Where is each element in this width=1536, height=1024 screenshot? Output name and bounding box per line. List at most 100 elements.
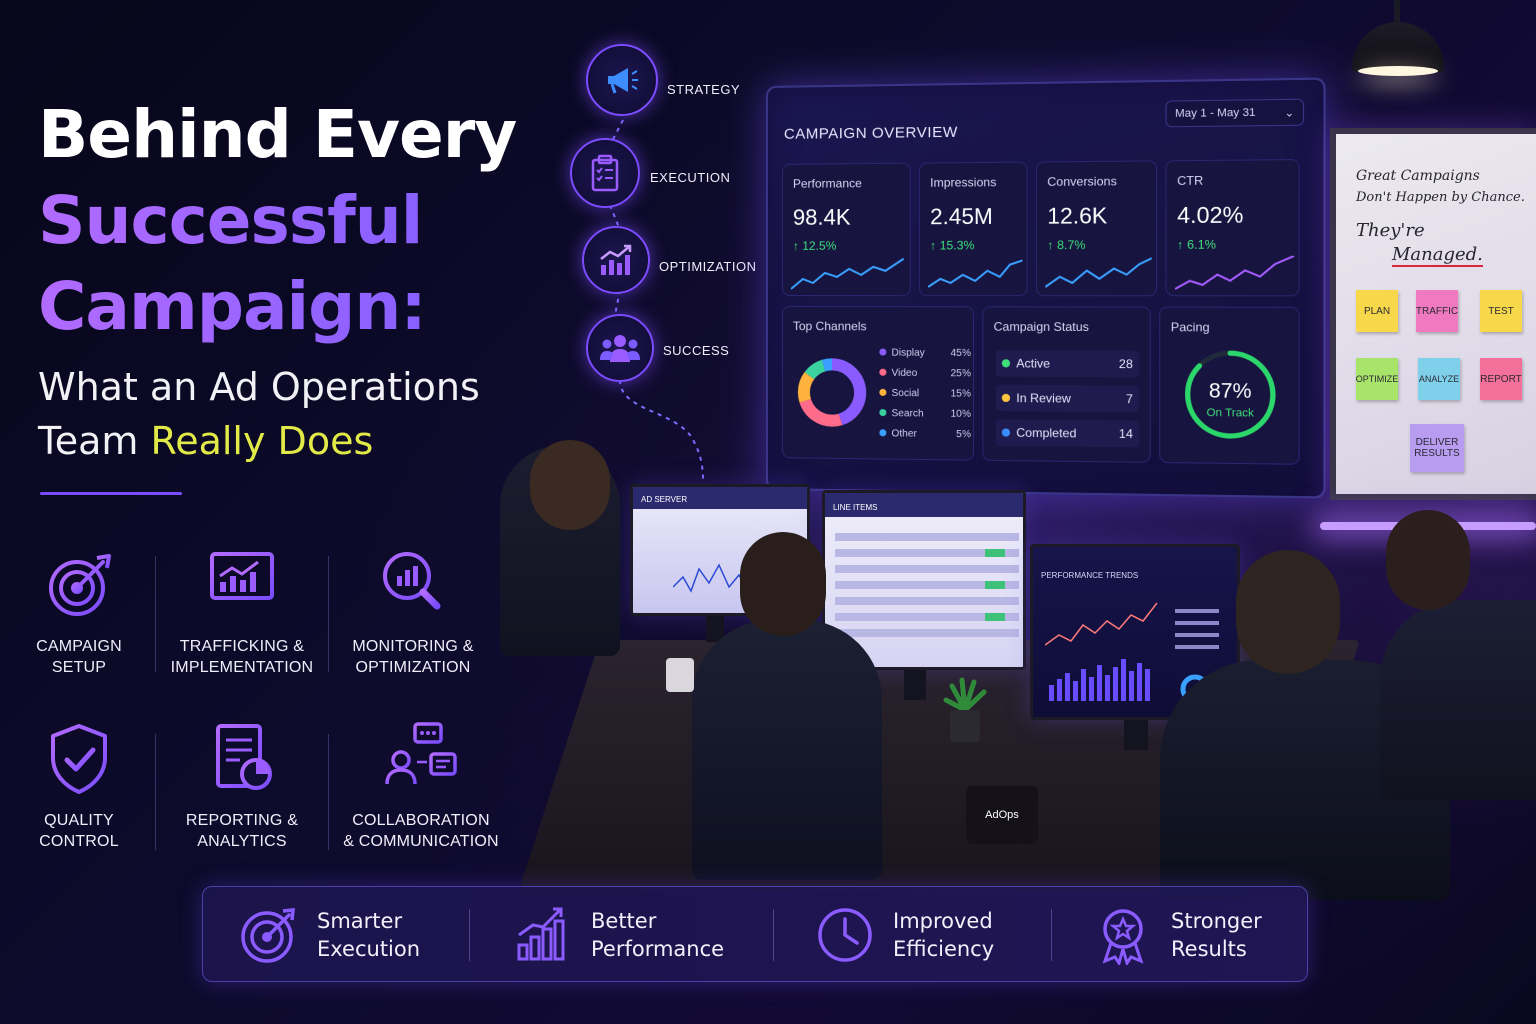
- magnifier-chart-icon: [373, 546, 453, 626]
- board-line-3: They're: [1356, 220, 1425, 241]
- sticky-note: PLAN: [1356, 290, 1398, 332]
- report-icon: [202, 720, 282, 800]
- headline: Behind Every Successful Campaign: What a…: [38, 92, 558, 468]
- role-monitoring: MONITORING & OPTIMIZATION: [328, 546, 498, 678]
- person-head: [1386, 510, 1470, 610]
- benefit-text: Better Performance: [591, 907, 724, 963]
- headline-line-1: Behind Every: [38, 92, 558, 178]
- sparkline: [1045, 256, 1152, 293]
- role-label: CAMPAIGN SETUP: [0, 636, 164, 678]
- benefit-improved-efficiency: Improved Efficiency: [815, 887, 994, 983]
- sticky-note: REPORT: [1480, 358, 1522, 400]
- megaphone-icon: [602, 60, 642, 100]
- role-separator: [328, 734, 329, 850]
- top-channels-card: Top Channels Display 45% Video 25% Social 1…: [782, 306, 974, 461]
- monitor-stand: [1124, 720, 1148, 750]
- legend-dot: [879, 389, 886, 396]
- timeline-node-execution: [570, 138, 640, 208]
- subheadline-line-2: Team Really Does: [38, 414, 558, 468]
- role-label: COLLABORATION & COMMUNICATION: [336, 810, 506, 852]
- target-icon: [239, 905, 299, 965]
- board-line-1: Great Campaigns: [1356, 168, 1480, 184]
- legend-dot: [879, 429, 886, 436]
- team-chat-icon: [381, 720, 461, 800]
- clipboard-icon: [587, 154, 623, 192]
- kpi-card-performance: Performance 98.4K ↑ 12.5%: [782, 163, 911, 296]
- coffee-cup: [666, 658, 694, 692]
- status-row-in-review: In Review 7: [996, 385, 1140, 413]
- monitor-stand: [904, 670, 926, 700]
- headline-line-3: Campaign:: [38, 264, 558, 350]
- bar-growth-icon: [513, 905, 573, 965]
- channel-row: Display 45%: [879, 348, 971, 360]
- ceiling-lamp: [1352, 0, 1444, 80]
- campaign-overview-dashboard: CAMPAIGN OVERVIEW May 1 - May 31 ⌄ Perfor…: [766, 78, 1326, 499]
- person-silhouette: [1380, 600, 1536, 800]
- benefits-bar: Smarter Execution Better Performance Impro…: [202, 886, 1308, 982]
- subheadline-line-1: What an Ad Operations: [38, 360, 558, 414]
- timeline-label: SUCCESS: [663, 343, 729, 358]
- role-label: QUALITY CONTROL: [0, 810, 164, 852]
- role-separator: [155, 556, 156, 672]
- subheadline: What an Ad Operations Team Really Does: [38, 360, 558, 468]
- headline-divider: [40, 492, 182, 495]
- sticky-note: TRAFFIC: [1416, 290, 1458, 332]
- benefit-smarter-execution: Smarter Execution: [239, 887, 420, 983]
- timeline-node-success: [586, 314, 654, 382]
- sticky-note: ANALYZE: [1418, 358, 1460, 400]
- role-trafficking: TRAFFICKING & IMPLEMENTATION: [157, 546, 327, 678]
- dashboard-title: CAMPAIGN OVERVIEW: [784, 124, 958, 143]
- desk-plant: [942, 676, 988, 742]
- benefit-stronger-results: Stronger Results: [1093, 887, 1262, 983]
- benefit-text: Stronger Results: [1171, 907, 1262, 963]
- screen-title: PERFORMANCE TRENDS: [1041, 571, 1138, 580]
- role-reporting: REPORTING & ANALYTICS: [157, 720, 327, 852]
- timeline-node-optimization: [582, 226, 650, 294]
- timeline-label: STRATEGY: [667, 82, 740, 97]
- timeline-label: EXECUTION: [650, 170, 730, 185]
- sticky-note: OPTIMIZE: [1356, 358, 1398, 400]
- people-icon: [599, 332, 641, 364]
- person-silhouette: [692, 620, 882, 880]
- target-icon: [39, 546, 119, 626]
- kpi-card-conversions: Conversions 12.6K ↑ 8.7%: [1036, 160, 1157, 296]
- benefit-separator: [469, 909, 470, 961]
- channels-donut-chart: [795, 355, 869, 430]
- status-dot: [1002, 394, 1010, 402]
- legend-dot: [879, 409, 886, 416]
- mug-label: AdOps: [985, 809, 1019, 821]
- role-label: MONITORING & OPTIMIZATION: [328, 636, 498, 678]
- sparkline: [928, 256, 1022, 293]
- board-line-2: Don't Happen by Chance.: [1356, 190, 1525, 205]
- sticky-note: DELIVER RESULTS: [1410, 424, 1464, 472]
- role-collaboration: COLLABORATION & COMMUNICATION: [336, 720, 506, 852]
- board-line-4: Managed.: [1392, 244, 1483, 267]
- channel-row: Video 25%: [879, 368, 971, 380]
- kpi-card-ctr: CTR 4.02% ↑ 6.1%: [1165, 159, 1299, 296]
- screen-title: AD SERVER: [641, 495, 687, 504]
- award-icon: [1093, 905, 1153, 965]
- sticky-note: TEST: [1480, 290, 1522, 332]
- growth-chart-icon: [597, 243, 635, 277]
- status-row-completed: Completed 14: [996, 419, 1140, 447]
- campaign-status-card: Campaign Status Active 28 In Review 7 Comp…: [982, 306, 1150, 463]
- person-head: [740, 532, 826, 636]
- benefit-better-performance: Better Performance: [513, 887, 724, 983]
- pacing-card: Pacing 87% On Track: [1159, 307, 1300, 465]
- adops-mug: AdOps: [966, 786, 1038, 844]
- role-label: TRAFFICKING & IMPLEMENTATION: [157, 636, 327, 678]
- legend-dot: [879, 369, 886, 376]
- role-separator: [155, 734, 156, 850]
- screen-title: LINE ITEMS: [833, 503, 877, 512]
- date-range-select[interactable]: May 1 - May 31 ⌄: [1165, 99, 1304, 128]
- subheadline-team: Team: [38, 419, 151, 463]
- channel-row: Search 10%: [879, 408, 971, 420]
- shield-check-icon: [39, 720, 119, 800]
- pacing-status: On Track: [1181, 407, 1279, 420]
- status-dot: [1002, 428, 1010, 436]
- sparkline: [1175, 256, 1294, 293]
- role-campaign-setup: CAMPAIGN SETUP: [0, 546, 164, 678]
- sparkline: [791, 257, 906, 293]
- legend-dot: [879, 349, 886, 356]
- benefit-separator: [1051, 909, 1052, 961]
